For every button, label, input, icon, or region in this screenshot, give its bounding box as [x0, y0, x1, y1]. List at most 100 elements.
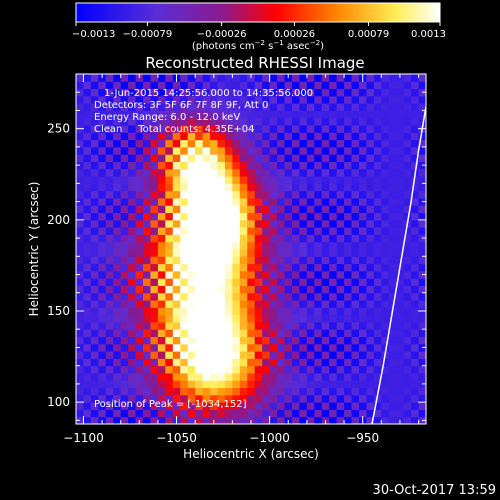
heatmap-cell: [247, 278, 256, 286]
heatmap-cell: [247, 314, 256, 323]
heatmap-cell: [150, 365, 159, 374]
heatmap-cell: [90, 249, 99, 257]
heatmap-cell: [90, 358, 99, 367]
heatmap-cell: [388, 197, 397, 206]
heatmap-cell: [336, 88, 345, 97]
heatmap-cell: [411, 336, 420, 345]
heatmap-cell: [180, 81, 189, 90]
heatmap-cell: [336, 256, 345, 265]
heatmap-cell: [180, 234, 189, 243]
heatmap-cell: [180, 183, 189, 192]
heatmap-cell: [180, 321, 189, 330]
heatmap-cell: [358, 176, 367, 184]
heatmap-cell: [187, 387, 196, 396]
heatmap-cell: [411, 329, 420, 337]
heatmap-cell: [351, 365, 360, 374]
heatmap-cell: [165, 117, 174, 126]
heatmap-cell: [314, 154, 323, 162]
heatmap-cell: [403, 372, 412, 381]
heatmap-cell: [254, 402, 263, 410]
heatmap-cell: [396, 343, 405, 352]
heatmap-cell: [344, 95, 353, 104]
heatmap-cell: [232, 161, 241, 170]
heatmap-cell: [306, 387, 315, 396]
heatmap-cell: [291, 197, 300, 206]
heatmap-cell: [358, 300, 367, 308]
heatmap-cell: [83, 256, 92, 265]
heatmap-cell: [210, 125, 218, 133]
heatmap-cell: [105, 351, 114, 359]
heatmap-cell: [210, 212, 218, 221]
heatmap-cell: [210, 292, 218, 301]
heatmap-cell: [381, 365, 390, 374]
heatmap-cell: [396, 154, 405, 162]
heatmap-cell: [150, 110, 159, 119]
heatmap-cell: [217, 292, 226, 301]
heatmap-cell: [105, 285, 114, 294]
heatmap-cell: [351, 263, 360, 272]
heatmap-cell: [150, 168, 159, 177]
heatmap-cell: [262, 365, 271, 374]
heatmap-cell: [336, 307, 345, 316]
heatmap-cell: [239, 212, 248, 221]
heatmap-cell: [76, 146, 84, 155]
heatmap-cell: [210, 351, 218, 359]
heatmap-cell: [202, 161, 211, 170]
heatmap-cell: [262, 256, 271, 265]
heatmap-cell: [254, 409, 263, 418]
heatmap-cell: [239, 74, 248, 82]
heatmap-cell: [403, 146, 412, 155]
heatmap-cell: [388, 329, 397, 337]
heatmap-cell: [291, 219, 300, 228]
heatmap-cell: [239, 132, 248, 141]
heatmap-cell: [366, 307, 375, 316]
heatmap-cell: [321, 117, 330, 126]
heatmap-cell: [306, 256, 315, 265]
heatmap-cell: [165, 81, 174, 90]
heatmap-cell: [358, 256, 367, 265]
heatmap-cell: [291, 329, 300, 337]
heatmap-cell: [180, 300, 189, 308]
heatmap-cell: [314, 227, 323, 235]
heatmap-cell: [247, 190, 256, 199]
heatmap-cell: [306, 402, 315, 410]
heatmap-cell: [232, 125, 241, 133]
heatmap-cell: [314, 321, 323, 330]
heatmap-cell: [403, 176, 412, 184]
heatmap-cell: [403, 132, 412, 141]
heatmap-cell: [247, 380, 256, 389]
heatmap-cell: [284, 329, 293, 337]
heatmap-cell: [411, 249, 420, 257]
heatmap-cell: [232, 409, 241, 418]
heatmap-cell: [165, 358, 174, 367]
heatmap-cell: [135, 176, 144, 184]
heatmap-cell: [172, 227, 181, 235]
heatmap-cell: [396, 300, 405, 308]
heatmap-cell: [217, 314, 226, 323]
heatmap-cell: [98, 321, 107, 330]
heatmap-cell: [128, 321, 137, 330]
y-tick-label: 100: [47, 395, 70, 409]
heatmap-cell: [381, 387, 390, 396]
heatmap-cell: [247, 343, 256, 352]
heatmap-cell: [321, 329, 330, 337]
heatmap-cell: [195, 132, 204, 141]
heatmap-cell: [291, 168, 300, 177]
heatmap-cell: [277, 270, 286, 279]
heatmap-cell: [239, 387, 248, 396]
heatmap-cell: [120, 205, 129, 214]
heatmap-cell: [351, 292, 360, 301]
heatmap-cell: [388, 321, 397, 330]
heatmap-cell: [120, 190, 129, 199]
heatmap-cell: [381, 219, 390, 228]
heatmap-cell: [135, 307, 144, 316]
heatmap-cell: [202, 394, 211, 403]
heatmap-cell: [150, 416, 159, 424]
heatmap-cell: [373, 103, 382, 111]
heatmap-cell: [418, 95, 426, 104]
heatmap-cell: [180, 132, 189, 141]
heatmap-cell: [418, 336, 426, 345]
heatmap-cell: [351, 125, 360, 133]
heatmap-cell: [224, 74, 233, 82]
heatmap-cell: [314, 234, 323, 243]
